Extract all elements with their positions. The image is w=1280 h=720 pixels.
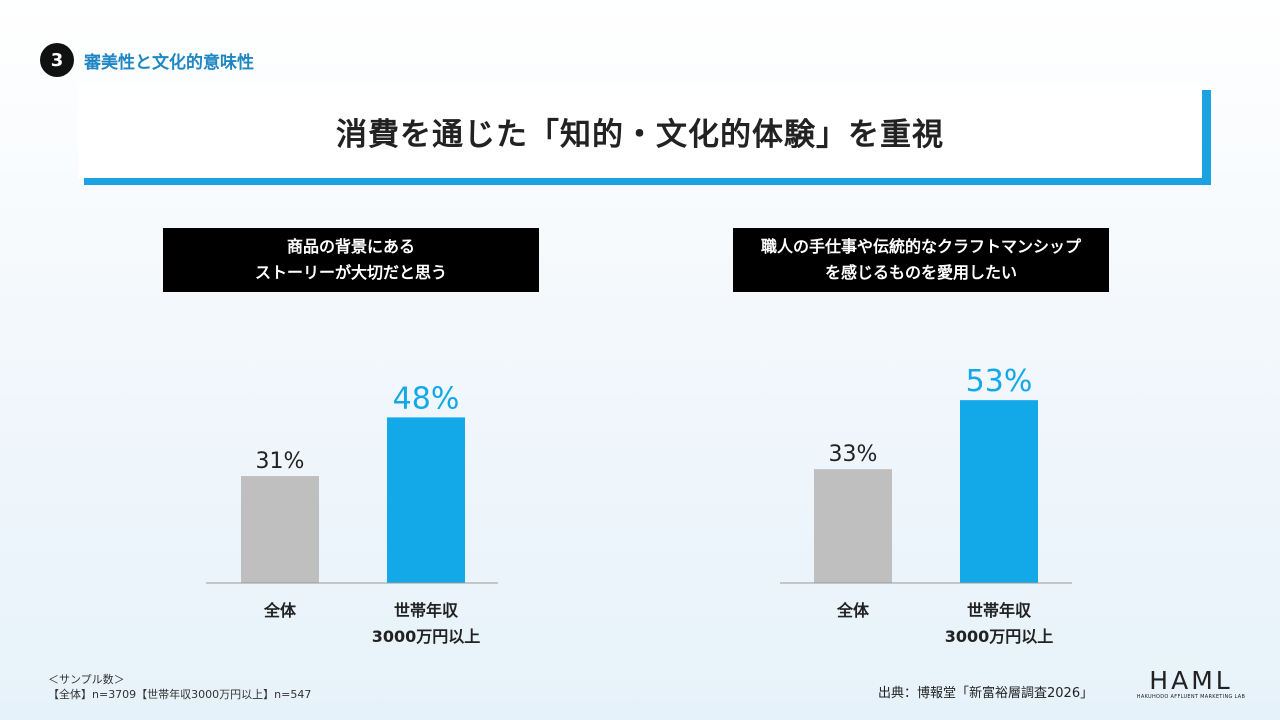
chart-2-category-label-2-line-2: 3000万円以上 [945,627,1054,646]
title-box: 消費を通じた「知的・文化的体験」を重視 [78,84,1202,178]
section-title: 審美性と文化的意味性 [84,52,254,73]
chart-1-title-line-1: 商品の背景にある [286,237,415,257]
chart-1-bar-1 [241,476,319,583]
chart-1-category-label-1-line-1: 全体 [263,601,297,620]
logo-tagline: HAKUHODO AFFLUENT MARKETING LAB [1136,694,1246,700]
chart-2-value-label-2: 53% [966,364,1033,399]
chart-1-value-label-2: 48% [393,381,460,416]
haml-logo: HAML HAKUHODO AFFLUENT MARKETING LAB [1136,666,1246,701]
sample-size-title: ＜サンプル数＞ [48,673,125,686]
chart-2-bar-2 [960,400,1038,583]
section-label: 3 審美性と文化的意味性 [40,43,254,77]
chart-2-title: 職人の手仕事や伝統的なクラフトマンシップ を感じるものを愛用したい [733,228,1109,292]
chart-1-title-line-2: ストーリーが大切だと思う [254,263,447,282]
chart-1-bar-2 [387,417,465,583]
sample-size-detail: 【全体】n=3709【世帯年収3000万円以上】n=547 [48,688,312,702]
chart-2-value-label-1: 33% [829,442,878,467]
chart-2-title-line-2: を感じるものを愛用したい [824,263,1017,282]
chart-2-category-label-2-line-1: 世帯年収 [967,601,1032,620]
section-number: 3 [40,43,74,77]
logo-wordmark: HAML [1149,666,1233,695]
chart-2-bar-1 [814,469,892,583]
source-note: 出典：博報堂「新富裕層調査2026」 [878,686,1094,701]
page-title: 消費を通じた「知的・文化的体験」を重視 [336,116,944,153]
chart-1-title: 商品の背景にある ストーリーが大切だと思う [163,228,539,292]
chart-2-title-line-1: 職人の手仕事や伝統的なクラフトマンシップ [760,237,1081,257]
chart-2-category-label-1-line-1: 全体 [836,601,870,620]
chart-1-category-label-2-line-2: 3000万円以上 [372,627,481,646]
sample-size-note: ＜サンプル数＞ 【全体】n=3709【世帯年収3000万円以上】n=547 [48,672,311,703]
chart-1-value-label-1: 31% [256,449,305,474]
chart-1-category-label-2-line-1: 世帯年収 [394,601,459,620]
